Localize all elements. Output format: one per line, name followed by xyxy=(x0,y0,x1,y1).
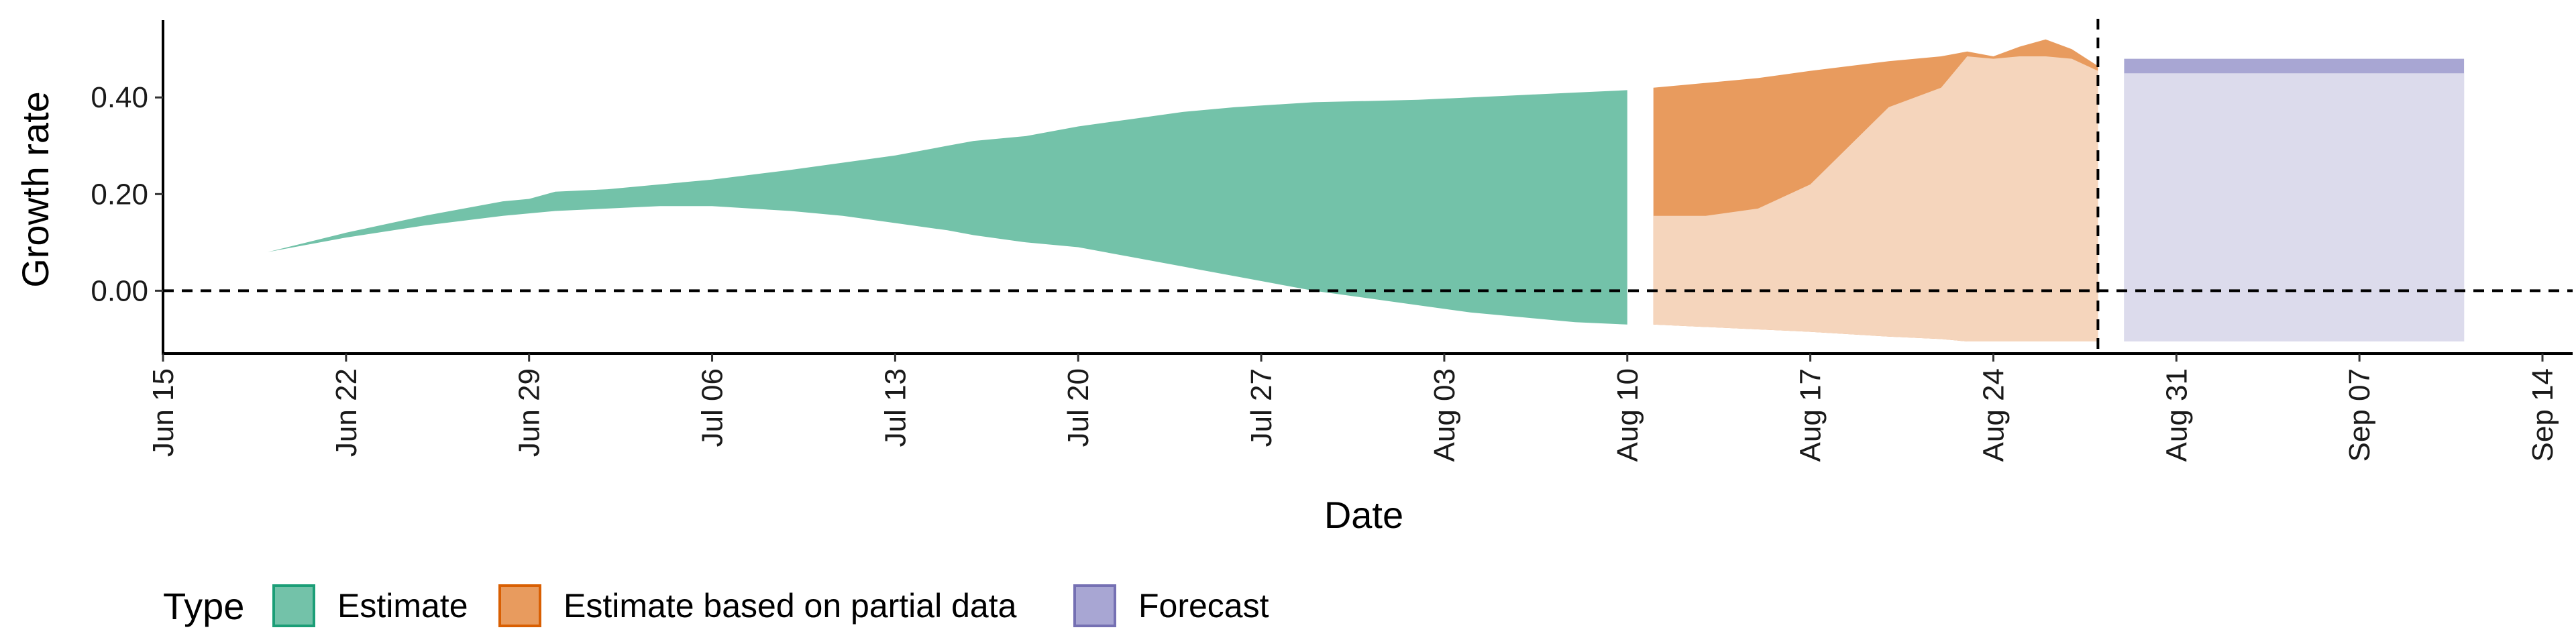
x-tick-label: Jul 06 xyxy=(696,368,729,447)
y-tick-label: 0.00 xyxy=(91,274,148,307)
estimate-based-on-partial-data-inner-band xyxy=(1653,56,2098,341)
x-tick-label: Jun 15 xyxy=(147,368,180,457)
legend-label-estimate: Estimate xyxy=(337,587,468,625)
x-tick-label: Sep 14 xyxy=(2526,368,2559,462)
x-tick-label: Aug 03 xyxy=(1428,368,1461,462)
legend-label-forecast: Forecast xyxy=(1138,587,1269,625)
legend: Type Estimate Estimate based on partial da… xyxy=(163,584,1269,627)
x-tick-label: Jun 29 xyxy=(513,368,546,457)
estimate-outer-band xyxy=(267,90,1627,325)
legend-key-estimate-based-on-partial-data xyxy=(498,584,541,627)
x-tick-label: Jun 22 xyxy=(330,368,363,457)
x-tick-label: Jul 20 xyxy=(1062,368,1095,447)
legend-key-estimate xyxy=(272,584,315,627)
y-tick-label: 0.40 xyxy=(91,81,148,114)
y-axis-title: Growth rate xyxy=(14,91,56,288)
legend-key-forecast xyxy=(1073,584,1116,627)
x-tick-label: Sep 07 xyxy=(2343,368,2376,462)
forecast-inner-band xyxy=(2124,73,2465,341)
legend-label-estimate-based-on-partial-data: Estimate based on partial data xyxy=(564,587,1017,625)
legend-title: Type xyxy=(163,585,244,627)
band-layer xyxy=(267,39,2465,342)
reference-lines xyxy=(163,19,2573,354)
y-tick-label: 0.20 xyxy=(91,178,148,211)
x-tick-label: Jul 13 xyxy=(879,368,912,447)
axes: 0.00 0.20 0.40 Jun 15 Jun 22 Jun 29 Jul 06 Jul … xyxy=(14,20,2573,536)
x-tick-label: Aug 10 xyxy=(1611,368,1644,462)
x-tick-label: Aug 24 xyxy=(1977,368,2010,462)
x-tick-label: Aug 17 xyxy=(1794,368,1827,462)
x-tick-label: Jul 27 xyxy=(1245,368,1278,447)
x-axis-title: Date xyxy=(1324,494,1403,536)
x-tick-label: Aug 31 xyxy=(2160,368,2193,462)
